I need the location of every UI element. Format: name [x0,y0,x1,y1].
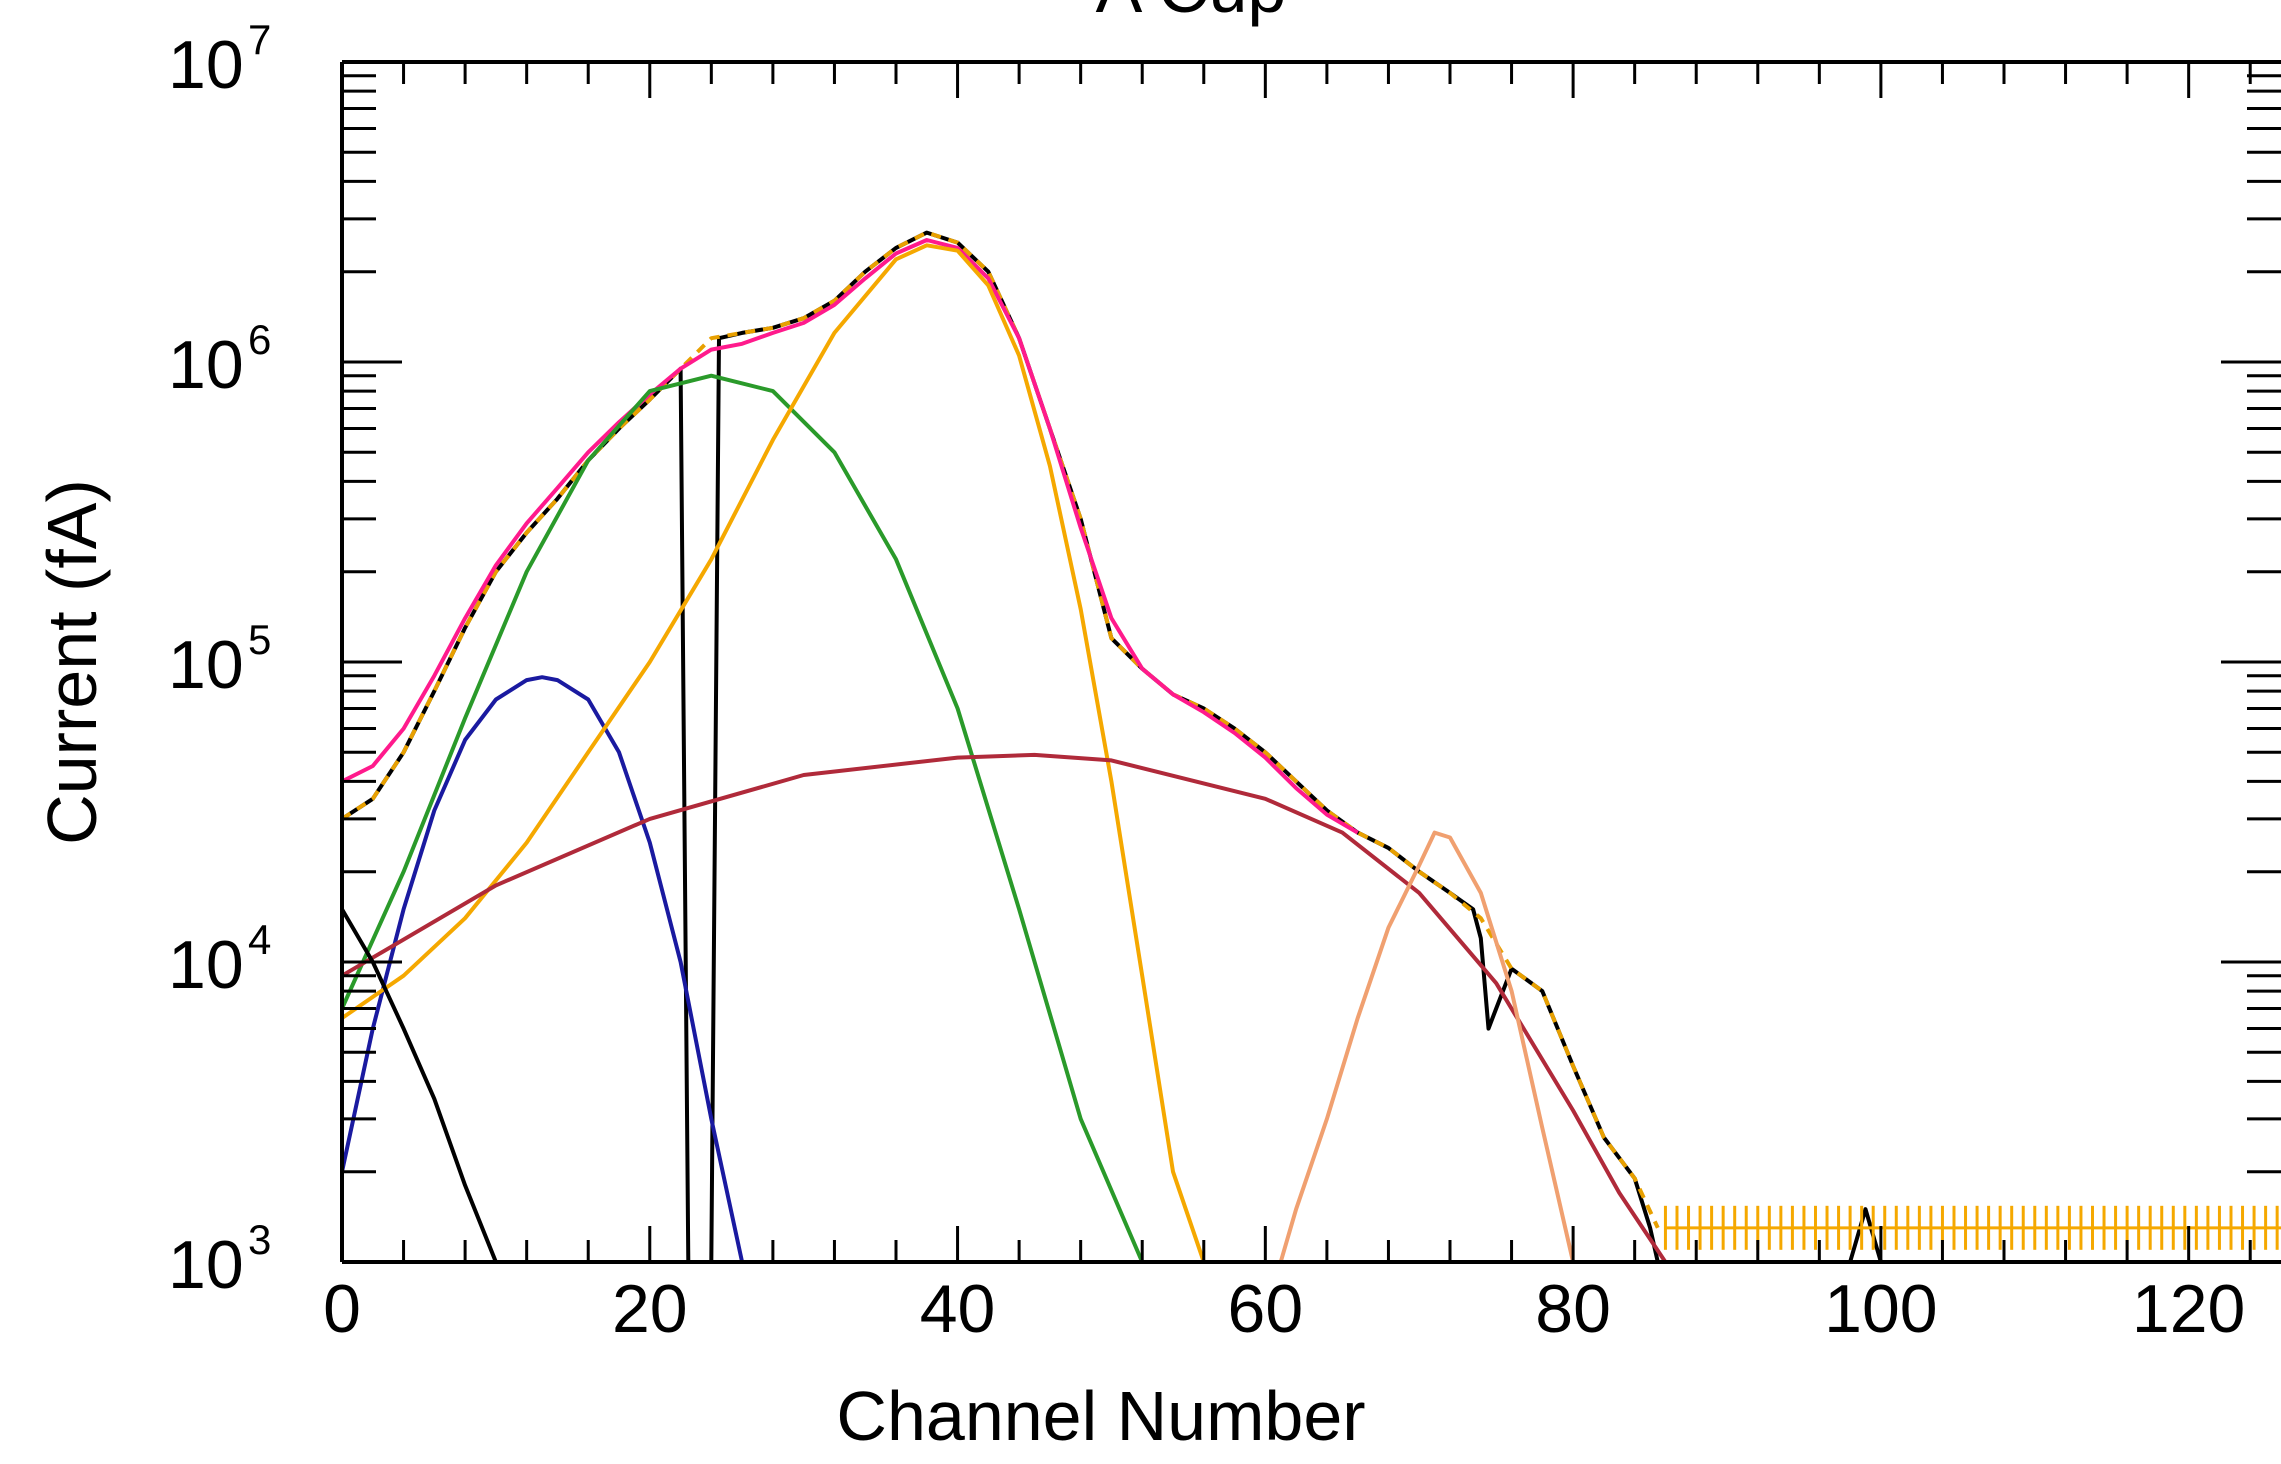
y-tick-exponent: 7 [248,16,271,63]
y-tick-label: 10 7 [168,16,271,103]
chart-title: A Cup [1096,0,1287,27]
y-tick-exponent: 5 [248,616,271,663]
y-tick-exponent: 6 [248,316,271,363]
y-tick-base: 10 [168,927,244,1003]
series-line-2 [341,238,1359,835]
series-line-6 [340,752,1668,1264]
y-tick-base: 10 [168,27,244,103]
series-line-5 [340,243,1206,1263]
x-tick-label: 80 [1535,1271,1611,1347]
series-line-3 [340,675,745,1263]
y-tick-label: 10 3 [168,1216,271,1303]
series-line-7 [1278,830,1576,1263]
x-tick-label: 100 [1824,1271,1937,1347]
x-tick-label: 0 [323,1271,361,1347]
y-tick-base: 10 [168,1227,244,1303]
x-tick-label: 60 [1228,1271,1304,1347]
y-axis-label: Current (fA) [33,479,111,845]
y-tick-exponent: 4 [248,916,271,963]
series-line-0 [340,230,2281,1264]
series-line-1 [340,230,1660,1229]
y-tick-label: 10 4 [168,916,271,1003]
series-line-8 [340,908,498,1263]
x-tick-label: 20 [612,1271,688,1347]
x-tick-label: 120 [2132,1271,2245,1347]
y-tick-label: 10 6 [168,316,271,403]
y-tick-base: 10 [168,627,244,703]
y-tick-label: 10 5 [168,616,271,703]
y-tick-exponent: 3 [248,1216,271,1263]
x-axis-label: Channel Number [836,1377,1365,1455]
x-tick-label: 40 [920,1271,996,1347]
y-tick-base: 10 [168,327,244,403]
